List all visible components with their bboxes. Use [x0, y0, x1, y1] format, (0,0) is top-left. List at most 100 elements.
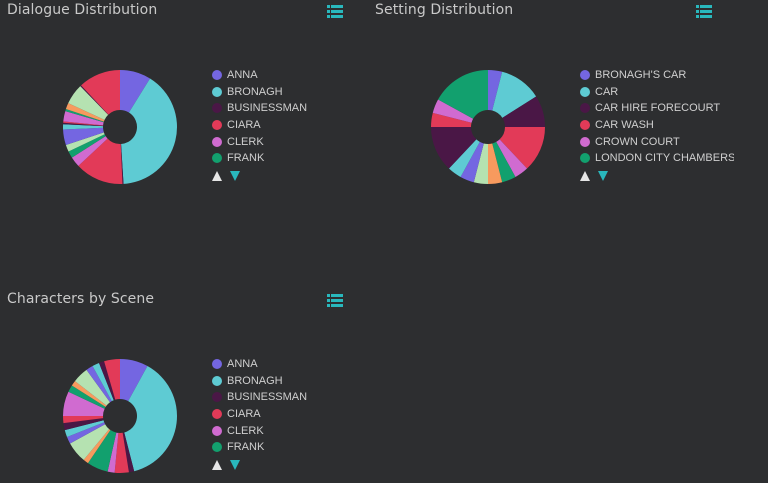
panel-setting-distribution: Setting Distribution BRONAGH'S CAR CAR CAR…	[368, 0, 768, 285]
legend-item[interactable]: BRONAGH'S CAR	[580, 67, 734, 84]
legend-item[interactable]: CIARA	[212, 117, 307, 134]
pie-slice[interactable]	[78, 138, 123, 184]
legend-label: BRONAGH	[227, 85, 283, 98]
legend-prev-arrow-icon[interactable]	[212, 170, 222, 181]
legend-color-dot-icon	[580, 120, 590, 131]
pie-slice[interactable]	[502, 96, 545, 127]
legend-item[interactable]: BUSINESSMAN	[212, 100, 307, 117]
pie-slice[interactable]	[120, 70, 151, 113]
legend-color-dot-icon	[212, 425, 222, 436]
panel-characters-by-scene: Characters by Scene ANNA BRONAGH BUSINESSM…	[0, 289, 360, 483]
legend-item[interactable]: BUSINESSMAN	[212, 389, 307, 406]
legend-item[interactable]: BRONAGH	[212, 373, 307, 390]
legend-item[interactable]: CAR	[580, 84, 734, 101]
legend-label: BUSINESSMAN	[227, 391, 308, 404]
pie-slice[interactable]	[70, 424, 110, 460]
pie-slice[interactable]	[499, 127, 545, 169]
legend-label: CROWN COURT	[595, 135, 680, 148]
legend-pagination	[212, 459, 307, 470]
pie-slice[interactable]	[492, 141, 516, 183]
panel-title: Dialogue Distribution	[7, 2, 158, 18]
legend-label: ANNA	[227, 358, 258, 371]
pie-slice[interactable]	[121, 78, 177, 184]
legend-item[interactable]: CROWN COURT	[580, 133, 734, 150]
legend-item[interactable]: CIARA	[212, 406, 307, 423]
pie-slice[interactable]	[104, 359, 120, 400]
donut-chart[interactable]	[62, 358, 178, 474]
pie-slice[interactable]	[87, 430, 117, 472]
pie-slice[interactable]	[99, 361, 116, 401]
legend-label: CIARA	[227, 119, 261, 132]
legend-next-arrow-icon[interactable]	[598, 170, 608, 181]
pie-slice[interactable]	[431, 112, 472, 127]
pie-slice[interactable]	[71, 381, 107, 407]
legend-item[interactable]: ANNA	[212, 67, 307, 84]
legend-label: BUSINESSMAN	[227, 102, 308, 115]
legend-item[interactable]: ANNA	[212, 356, 307, 373]
pie-slice[interactable]	[448, 139, 480, 177]
pie-slice[interactable]	[63, 416, 104, 424]
legend-prev-arrow-icon[interactable]	[580, 170, 590, 181]
pie-slice[interactable]	[63, 127, 104, 145]
pie-slice[interactable]	[71, 136, 108, 166]
pie-slice[interactable]	[124, 366, 178, 472]
pie-slice[interactable]	[63, 111, 104, 126]
pie-slice[interactable]	[63, 391, 105, 416]
legend-next-arrow-icon[interactable]	[230, 459, 240, 470]
pie-slice[interactable]	[473, 143, 488, 184]
list-menu-icon[interactable]	[696, 5, 712, 18]
pie-slice[interactable]	[68, 385, 106, 409]
pie-slice[interactable]	[496, 139, 528, 177]
pie-slice[interactable]	[67, 422, 106, 444]
pie-slice[interactable]	[120, 143, 124, 184]
chart-legend: BRONAGH'S CAR CAR CAR HIRE FORECOURT CAR WA…	[580, 67, 734, 181]
pie-slice[interactable]	[488, 143, 503, 184]
donut-chart[interactable]	[430, 69, 546, 185]
pie-slice[interactable]	[63, 418, 104, 431]
pie-slice[interactable]	[68, 86, 109, 120]
legend-item[interactable]: CLERK	[212, 422, 307, 439]
pie-slice[interactable]	[122, 432, 135, 473]
list-menu-icon[interactable]	[327, 5, 343, 18]
legend-next-arrow-icon[interactable]	[230, 170, 240, 181]
pie-slice[interactable]	[460, 141, 484, 183]
legend-pagination	[580, 170, 734, 181]
legend-item[interactable]: BRONAGH	[212, 84, 307, 101]
list-menu-icon[interactable]	[327, 294, 343, 307]
pie-slice[interactable]	[63, 121, 104, 126]
pie-slice[interactable]	[431, 127, 477, 169]
legend-color-dot-icon	[212, 375, 222, 386]
pie-slice[interactable]	[81, 70, 120, 115]
pie-slice[interactable]	[488, 70, 503, 111]
legend-item[interactable]: CAR HIRE FORECOURT	[580, 100, 734, 117]
pie-slice[interactable]	[438, 70, 488, 119]
pie-slice[interactable]	[432, 99, 474, 123]
pie-slice[interactable]	[86, 366, 112, 403]
pie-slice[interactable]	[492, 71, 537, 118]
legend-item[interactable]: LONDON CITY CHAMBERS	[580, 150, 734, 167]
pie-slice[interactable]	[65, 103, 105, 122]
legend-label: ANNA	[227, 69, 258, 82]
panel-title: Setting Distribution	[375, 2, 514, 18]
legend-label: FRANK	[227, 441, 265, 454]
legend-item[interactable]: FRANK	[212, 150, 307, 167]
pie-slice[interactable]	[83, 429, 111, 464]
legend-label: BRONAGH'S CAR	[595, 69, 687, 82]
legend-prev-arrow-icon[interactable]	[212, 459, 222, 470]
pie-slice[interactable]	[107, 432, 119, 473]
pie-slice[interactable]	[63, 122, 104, 127]
pie-slice[interactable]	[114, 432, 129, 473]
legend-item[interactable]: FRANK	[212, 439, 307, 456]
legend-item[interactable]: CLERK	[212, 133, 307, 150]
pie-slice[interactable]	[80, 85, 109, 115]
pie-slice[interactable]	[120, 359, 148, 402]
pie-slice[interactable]	[65, 109, 104, 123]
pie-slice[interactable]	[63, 124, 104, 130]
pie-slice[interactable]	[92, 363, 114, 402]
pie-slice[interactable]	[68, 134, 106, 158]
donut-chart[interactable]	[62, 69, 178, 185]
pie-slice[interactable]	[74, 369, 111, 406]
pie-slice[interactable]	[65, 132, 105, 152]
legend-item[interactable]: CAR WASH	[580, 117, 734, 134]
pie-slice[interactable]	[64, 420, 105, 437]
